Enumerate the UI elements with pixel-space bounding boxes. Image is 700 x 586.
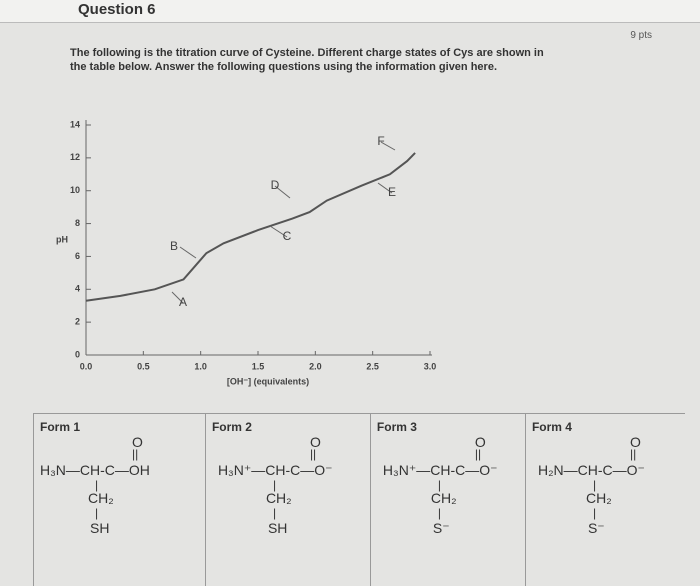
y-tick-label: 6 xyxy=(75,251,80,261)
y-tick-label: 10 xyxy=(70,185,80,195)
annotation-leader xyxy=(179,246,197,259)
x-tick-label: 1.5 xyxy=(252,361,265,371)
annotation-leader xyxy=(171,291,184,304)
double-bond: || xyxy=(474,447,482,461)
bond: | xyxy=(592,506,597,520)
y-tick-label: 14 xyxy=(70,119,80,129)
double-bond: || xyxy=(309,447,317,461)
x-tick-label: 0.0 xyxy=(80,361,93,371)
annotation-leader xyxy=(269,225,288,238)
annotation-leader xyxy=(377,182,393,194)
chart: pH [OH⁻] (equivalents) 0 2 4 6 8 10 12 14 0.0 0.5… xyxy=(56,119,437,386)
question-title: Question 6 xyxy=(78,1,156,18)
x-tick-label: 3.0 xyxy=(424,361,437,371)
bond: | xyxy=(272,506,277,520)
annotation: F xyxy=(377,134,384,148)
prompt-line: The following is the titration curve of … xyxy=(70,47,544,59)
form-cell: Form 3 O || H₃N⁺—CH-C—O⁻ | CH₂ | S⁻ xyxy=(369,414,525,586)
form-cell: Form 4 O || H₂N—CH-C—O⁻ | CH₂ | S⁻ xyxy=(524,414,685,586)
y-tick-label: 8 xyxy=(75,218,80,228)
bond: | xyxy=(95,478,99,492)
forms-table: Form 1 O || H₃N—CH-C—OH | CH₂ | SH Form 2 O || H₃N⁺… xyxy=(33,413,685,586)
form-cell: Form 2 O || H₃N⁺—CH-C—O⁻ | CH₂ | SH xyxy=(204,414,370,586)
form-cell: Form 1 O || H₃N—CH-C—OH | CH₂ | SH xyxy=(33,414,205,586)
y-tick-label: 4 xyxy=(75,284,80,294)
x-tick-label: 0.5 xyxy=(137,361,150,371)
double-bond: || xyxy=(629,447,637,461)
y-tick-label: 0 xyxy=(75,349,80,359)
backbone: H₃N—CH-C—OH xyxy=(40,462,150,478)
bond: | xyxy=(437,478,442,492)
annotation: D xyxy=(271,178,280,192)
x-tick-label: 2.5 xyxy=(366,361,379,371)
backbone: H₂N—CH-C—O⁻ xyxy=(537,462,645,478)
prompt: The following is the titration curve of … xyxy=(70,46,544,74)
carbonyl-o: O xyxy=(474,434,486,450)
bond: | xyxy=(272,478,277,492)
x-tick-label: 1.0 xyxy=(194,361,207,371)
prompt-line: the table below. Answer the following qu… xyxy=(70,61,497,73)
side-chain: CH₂ xyxy=(265,490,292,506)
carbonyl-o: O xyxy=(132,434,143,450)
form-label: Form 2 xyxy=(211,420,252,434)
bond: | xyxy=(95,506,99,520)
y-axis-label: pH xyxy=(56,234,68,244)
annotation: C xyxy=(283,229,292,243)
carbonyl-o: O xyxy=(309,434,321,450)
bond: | xyxy=(592,478,597,492)
backbone: H₃N⁺—CH-C—O⁻ xyxy=(382,462,498,478)
annotation-leader xyxy=(380,141,396,151)
form-label: Form 3 xyxy=(376,420,417,434)
points: 9 pts xyxy=(630,30,652,41)
annotation: A xyxy=(179,295,187,309)
annotation-leader xyxy=(274,185,291,199)
annotation: B xyxy=(170,239,178,253)
annotation: E xyxy=(388,185,396,199)
double-bond: || xyxy=(132,447,139,461)
y-tick-label: 2 xyxy=(75,317,80,327)
header: Question 6 xyxy=(0,0,700,23)
titration-curve xyxy=(85,152,416,302)
side-chain: CH₂ xyxy=(430,490,457,506)
side-chain: CH₂ xyxy=(585,490,612,506)
x-axis-label: [OH⁻] (equivalents) xyxy=(227,376,309,386)
thiol: SH xyxy=(90,520,110,536)
carbonyl-o: O xyxy=(629,434,641,450)
thiol: S⁻ xyxy=(587,520,605,536)
side-chain: CH₂ xyxy=(88,490,114,506)
bond: | xyxy=(437,506,442,520)
y-tick-label: 12 xyxy=(70,152,80,162)
thiol: S⁻ xyxy=(432,520,450,536)
form-label: Form 1 xyxy=(40,420,81,434)
form-label: Form 4 xyxy=(531,420,572,434)
thiol: SH xyxy=(267,520,288,536)
backbone: H₃N⁺—CH-C—O⁻ xyxy=(217,462,333,478)
x-tick-label: 2.0 xyxy=(309,361,322,371)
